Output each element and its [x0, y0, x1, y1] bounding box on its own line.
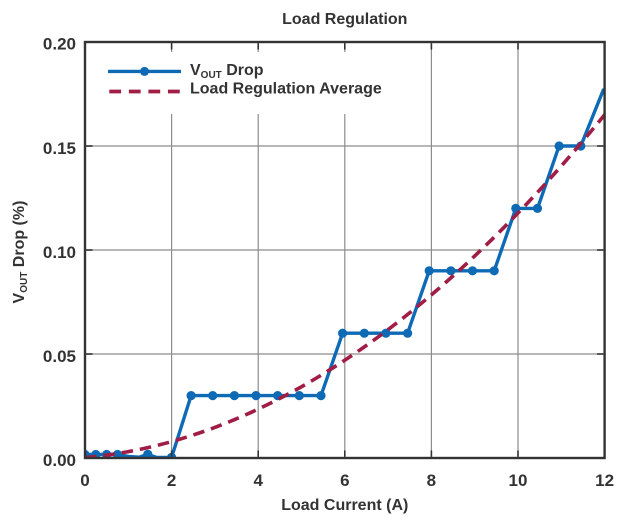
svg-text:Load Current (A): Load Current (A) — [281, 497, 408, 514]
svg-text:10: 10 — [509, 471, 528, 490]
svg-text:Load Regulation Average: Load Regulation Average — [190, 81, 382, 98]
svg-text:2: 2 — [167, 471, 176, 490]
svg-text:0: 0 — [80, 471, 89, 490]
svg-text:0.20: 0.20 — [43, 35, 76, 54]
svg-text:12: 12 — [595, 471, 614, 490]
svg-text:8: 8 — [427, 471, 436, 490]
svg-text:Load Regulation: Load Regulation — [282, 11, 407, 28]
svg-text:0.15: 0.15 — [43, 139, 76, 158]
svg-text:VOUT Drop (%): VOUT Drop (%) — [11, 201, 30, 304]
svg-text:6: 6 — [340, 471, 349, 490]
svg-text:0.05: 0.05 — [43, 347, 76, 366]
svg-text:0.00: 0.00 — [43, 451, 76, 470]
svg-text:0.10: 0.10 — [43, 243, 76, 262]
svg-text:4: 4 — [253, 471, 263, 490]
